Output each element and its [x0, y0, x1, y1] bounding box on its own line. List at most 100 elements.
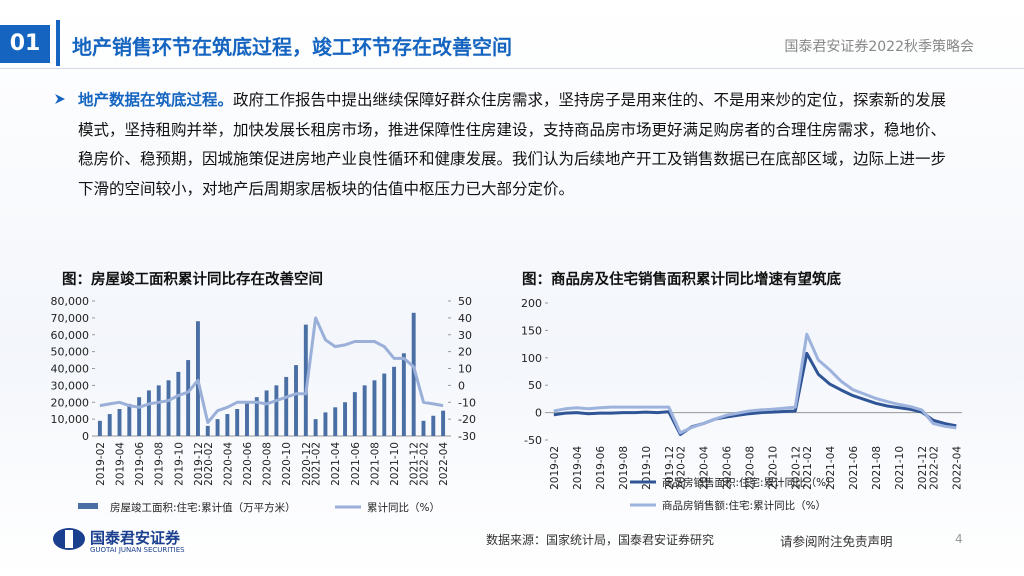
event-name: 国泰君安证券2022秋季策略会 [784, 39, 974, 55]
x-tick-label: 2021-10 [389, 442, 401, 486]
bar [156, 385, 161, 436]
x-tick-label: 2022-04 [438, 442, 450, 486]
y2-tick-label: 40 [458, 312, 472, 325]
bar [186, 360, 191, 436]
x-tick-label: 2020-02 [675, 446, 687, 490]
bar [195, 321, 200, 436]
section-number: 01 [0, 25, 50, 63]
y-tick-label: 200 [521, 297, 542, 310]
x-tick-label: 2021-04 [825, 446, 837, 490]
bar [303, 324, 308, 436]
x-tick-label: 2020-08 [744, 446, 756, 490]
y-tick-label: 50 [528, 379, 542, 392]
bar [117, 409, 122, 436]
x-tick-label: 2020-10 [281, 442, 293, 486]
y-tick-label: 10,000 [51, 413, 90, 426]
x-tick-label: 2020-10 [767, 446, 779, 490]
bar [441, 410, 446, 436]
legend-swatch [78, 503, 98, 509]
bar [333, 407, 338, 436]
bar [401, 353, 406, 436]
bar [313, 419, 318, 436]
slide-title: 地产销售环节在筑底过程，竣工环节存在改善空间 [72, 35, 512, 59]
bar [215, 419, 220, 436]
y-tick-label: 60,000 [51, 329, 90, 342]
bar [235, 409, 240, 436]
x-tick-label: 2020-02 [203, 442, 215, 486]
data-source: 数据来源：国家统计局，国泰君安证券研究 [486, 533, 715, 547]
x-tick-label: 2022-02 [418, 442, 430, 486]
x-tick-label: 2022-02 [928, 446, 940, 490]
y2-tick-label: 0 [458, 379, 465, 392]
bar [352, 392, 357, 436]
brand-name: 国泰君安证券 [90, 529, 181, 547]
y2-tick-label: 20 [458, 346, 472, 359]
x-tick-label: 2021-12 [409, 442, 421, 486]
y2-tick-label: 10 [458, 363, 472, 376]
x-tick-label: 2019-02 [95, 442, 107, 486]
line [99, 316, 444, 424]
x-tick-label: 2021-06 [350, 442, 362, 486]
x-tick-label: 2021-08 [871, 446, 883, 490]
y-tick-label: 40,000 [51, 363, 90, 376]
bullet [55, 94, 65, 104]
x-tick-label: 2021-12 [917, 446, 929, 490]
y-tick-label: 20,000 [51, 396, 90, 409]
x-tick-label: 2020-12 [301, 442, 313, 486]
bar [411, 312, 416, 436]
x-tick-label: 2020-04 [222, 442, 234, 486]
y-tick-label: -50 [524, 434, 542, 447]
bar [245, 402, 249, 436]
bar [343, 402, 348, 436]
y-tick-label: 150 [521, 324, 542, 337]
x-tick-label: 2021-10 [894, 446, 906, 490]
page-number: 4 [955, 532, 963, 546]
x-tick-label: 2021-06 [848, 446, 860, 490]
x-tick-label: 2020-06 [721, 446, 733, 490]
y-tick-label: 30,000 [51, 379, 90, 392]
legend-label: 累计同比（%） [367, 501, 440, 514]
bar [264, 390, 269, 436]
x-tick-label: 2021-02 [311, 442, 323, 486]
x-tick-label: 2020-08 [262, 442, 274, 486]
y2-tick-label: -20 [458, 413, 476, 426]
bar [107, 414, 112, 436]
bar [421, 420, 426, 436]
legend-label: 商品房销售额:住宅:累计同比（%） [662, 499, 826, 512]
bar [127, 403, 132, 436]
bar [284, 376, 289, 436]
bar [97, 420, 102, 436]
y2-tick-label: -10 [458, 396, 476, 409]
line [553, 351, 957, 436]
y-tick-label: 0 [82, 430, 89, 443]
x-tick-label: 2020-04 [698, 446, 710, 490]
x-tick-label: 2020-12 [790, 446, 802, 490]
bar [362, 385, 367, 436]
bar [254, 397, 259, 436]
bar [431, 415, 436, 436]
bar [205, 425, 210, 436]
legend-label: 商品房销售面积:住宅:累计同比（%） [662, 476, 837, 489]
x-tick-label: 2019-08 [154, 442, 166, 486]
x-tick-label: 2019-04 [115, 442, 127, 486]
body-paragraph: 政府工作报告中提出继续保障好群众住房需求，坚持房子是用来住的、不是用来炒的定位，… [78, 91, 947, 198]
chart-title: 图：房屋竣工面积累计同比存在改善空间 [62, 270, 323, 288]
bar [382, 373, 387, 436]
x-tick-label: 2022-04 [951, 446, 963, 490]
y-tick-label: 50,000 [51, 346, 90, 359]
legend-label: 房屋竣工面积:住宅:累计值（万平方米） [110, 501, 296, 514]
x-tick-label: 2019-12 [193, 442, 205, 486]
disclaimer: 请参阅附注免责声明 [780, 534, 893, 549]
divider [0, 68, 1024, 69]
bar [146, 390, 151, 436]
x-tick-label: 2021-02 [802, 446, 814, 490]
x-tick-label: 2020-06 [242, 442, 254, 486]
x-tick-label: 2019-10 [173, 442, 185, 486]
x-tick-label: 2019-10 [641, 446, 653, 490]
bar [392, 366, 397, 436]
chart-title: 图：商品房及住宅销售面积累计同比增速有望筑底 [522, 270, 841, 288]
body-lead: 地产数据在筑底过程。 [78, 91, 234, 109]
body-text: 地产数据在筑底过程。政府工作报告中提出继续保障好群众住房需求，坚持房子是用来住的… [78, 86, 948, 204]
